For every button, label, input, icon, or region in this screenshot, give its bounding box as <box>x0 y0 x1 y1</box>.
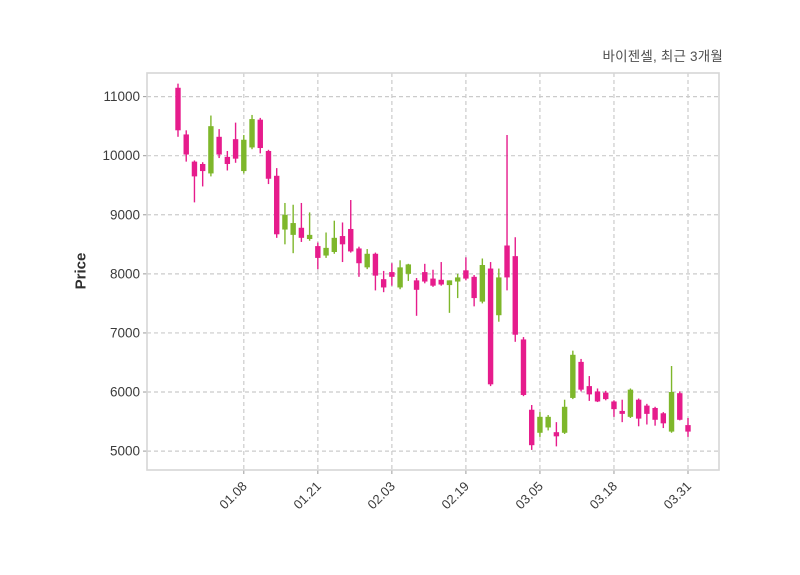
candle-body-down <box>372 253 379 276</box>
candle-body-down <box>274 175 280 235</box>
y-tick-label: 6000 <box>110 385 140 400</box>
candle-body-down <box>529 409 535 446</box>
x-tick-label: 02.19 <box>438 479 472 513</box>
candle-body-down <box>199 163 206 172</box>
candle-body-down <box>652 407 658 420</box>
candle-body-down <box>380 279 387 288</box>
candle-body-up <box>545 416 551 428</box>
candle-body-up <box>537 416 543 433</box>
candle-body-down <box>389 272 395 277</box>
candle-body-down <box>677 393 683 420</box>
candle-body-up <box>306 234 313 240</box>
candle-body-down <box>175 87 181 131</box>
candle-body-up <box>570 354 576 398</box>
candle-body-up <box>561 406 568 433</box>
candle-body-up <box>331 237 337 253</box>
candle-body-down <box>216 136 222 155</box>
candle-body-down <box>224 156 231 164</box>
candle-body-up <box>241 139 247 172</box>
candle-body-up <box>208 126 214 174</box>
y-tick-label: 10000 <box>102 148 140 163</box>
y-tick-label: 11000 <box>103 89 140 104</box>
candle-body-down <box>339 236 346 245</box>
candle-body-up <box>282 214 288 230</box>
x-tick-label: 01.21 <box>290 479 324 513</box>
candle-body-down <box>413 280 420 290</box>
candle-body-up <box>405 264 412 274</box>
candle-body-down <box>471 276 477 299</box>
candle-body-down <box>191 161 198 177</box>
x-tick-label: 03.05 <box>512 479 546 513</box>
candle-body-down <box>660 413 667 424</box>
candle-body-down <box>594 391 601 402</box>
y-tick-label: 9000 <box>110 207 140 222</box>
candle-body-up <box>364 253 370 268</box>
candle-body-down <box>619 410 625 414</box>
candle-body-down <box>685 425 691 432</box>
candle-body-up <box>627 389 634 417</box>
candle-body-down <box>586 386 592 395</box>
candle-body-down <box>265 150 272 179</box>
candle-body-down <box>463 270 469 279</box>
plot-border <box>146 72 720 471</box>
candle-body-down <box>578 361 584 390</box>
candle-body-down <box>298 227 305 238</box>
candle-body-down <box>512 256 518 335</box>
x-tick-label: 03.18 <box>586 479 620 513</box>
candle-body-down <box>520 339 527 395</box>
candle-body-down <box>356 248 362 264</box>
x-tick-label: 03.31 <box>661 479 695 513</box>
candle-body-up <box>479 265 486 302</box>
candle-body-down <box>603 392 609 400</box>
candle-body-down <box>315 246 321 258</box>
candle-body-down <box>257 119 263 149</box>
y-tick-label: 8000 <box>110 266 140 281</box>
candle-body-down <box>611 401 617 410</box>
candle-body-up <box>397 267 403 288</box>
candle-body-down <box>183 134 189 155</box>
candle-body-down <box>487 268 494 385</box>
x-tick-label: 01.08 <box>216 479 250 513</box>
candle-body-down <box>553 432 560 437</box>
candle-body-down <box>438 279 444 285</box>
candle-body-up <box>668 392 675 432</box>
candle-body-down <box>644 405 650 414</box>
candle-body-down <box>422 272 428 282</box>
candle-body-down <box>430 278 436 286</box>
x-tick-label: 02.03 <box>364 479 398 513</box>
candle-body-up <box>290 223 296 235</box>
candle-body-up <box>249 119 255 148</box>
chart-title: 바이젠셀, 최근 3개월 <box>602 49 723 64</box>
candle-body-down <box>348 228 354 252</box>
candle-body-up <box>496 277 502 316</box>
y-tick-label: 7000 <box>110 325 140 340</box>
candle-body-up <box>446 280 453 286</box>
candle-body-down <box>635 399 642 419</box>
candle-body-down <box>232 139 239 159</box>
candle-body-up <box>323 247 329 256</box>
y-axis-label: Price <box>72 252 90 290</box>
candle-body-up <box>454 277 461 282</box>
candle-body-down <box>504 245 510 278</box>
y-tick-label: 5000 <box>110 444 140 459</box>
